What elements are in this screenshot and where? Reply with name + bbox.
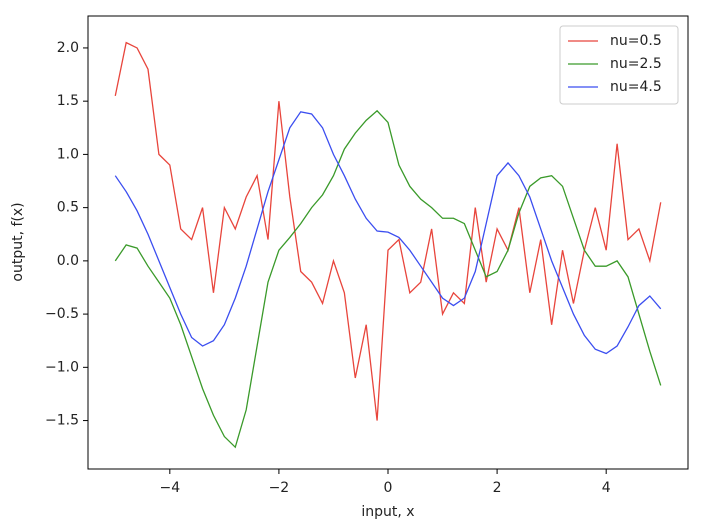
legend-label: nu=2.5 <box>610 56 662 72</box>
y-tick-label: −0.5 <box>45 306 79 322</box>
y-axis-label: output, f(x) <box>10 202 26 281</box>
x-tick-label: 2 <box>493 480 502 496</box>
x-tick-label: −2 <box>269 480 290 496</box>
series-line <box>114 111 662 355</box>
legend-label: nu=0.5 <box>610 33 662 49</box>
x-tick-label: 0 <box>384 480 393 496</box>
plot-frame <box>87 15 689 470</box>
y-tick-label: 1.0 <box>57 146 79 162</box>
y-tick-label: 0.5 <box>57 200 79 216</box>
legend-box <box>559 25 679 105</box>
y-tick-label: −1.5 <box>45 413 79 429</box>
y-tick-label: 0.0 <box>57 253 79 269</box>
x-tick-label: 4 <box>602 480 611 496</box>
series-line <box>114 41 662 421</box>
y-tick-label: 1.5 <box>57 93 79 109</box>
legend-label: nu=4.5 <box>610 79 662 95</box>
y-tick-label: −1.0 <box>45 359 79 375</box>
x-axis-label: input, x <box>361 504 414 520</box>
y-tick-label: 2.0 <box>57 40 79 56</box>
series-line <box>114 109 662 449</box>
x-tick-label: −4 <box>159 480 180 496</box>
